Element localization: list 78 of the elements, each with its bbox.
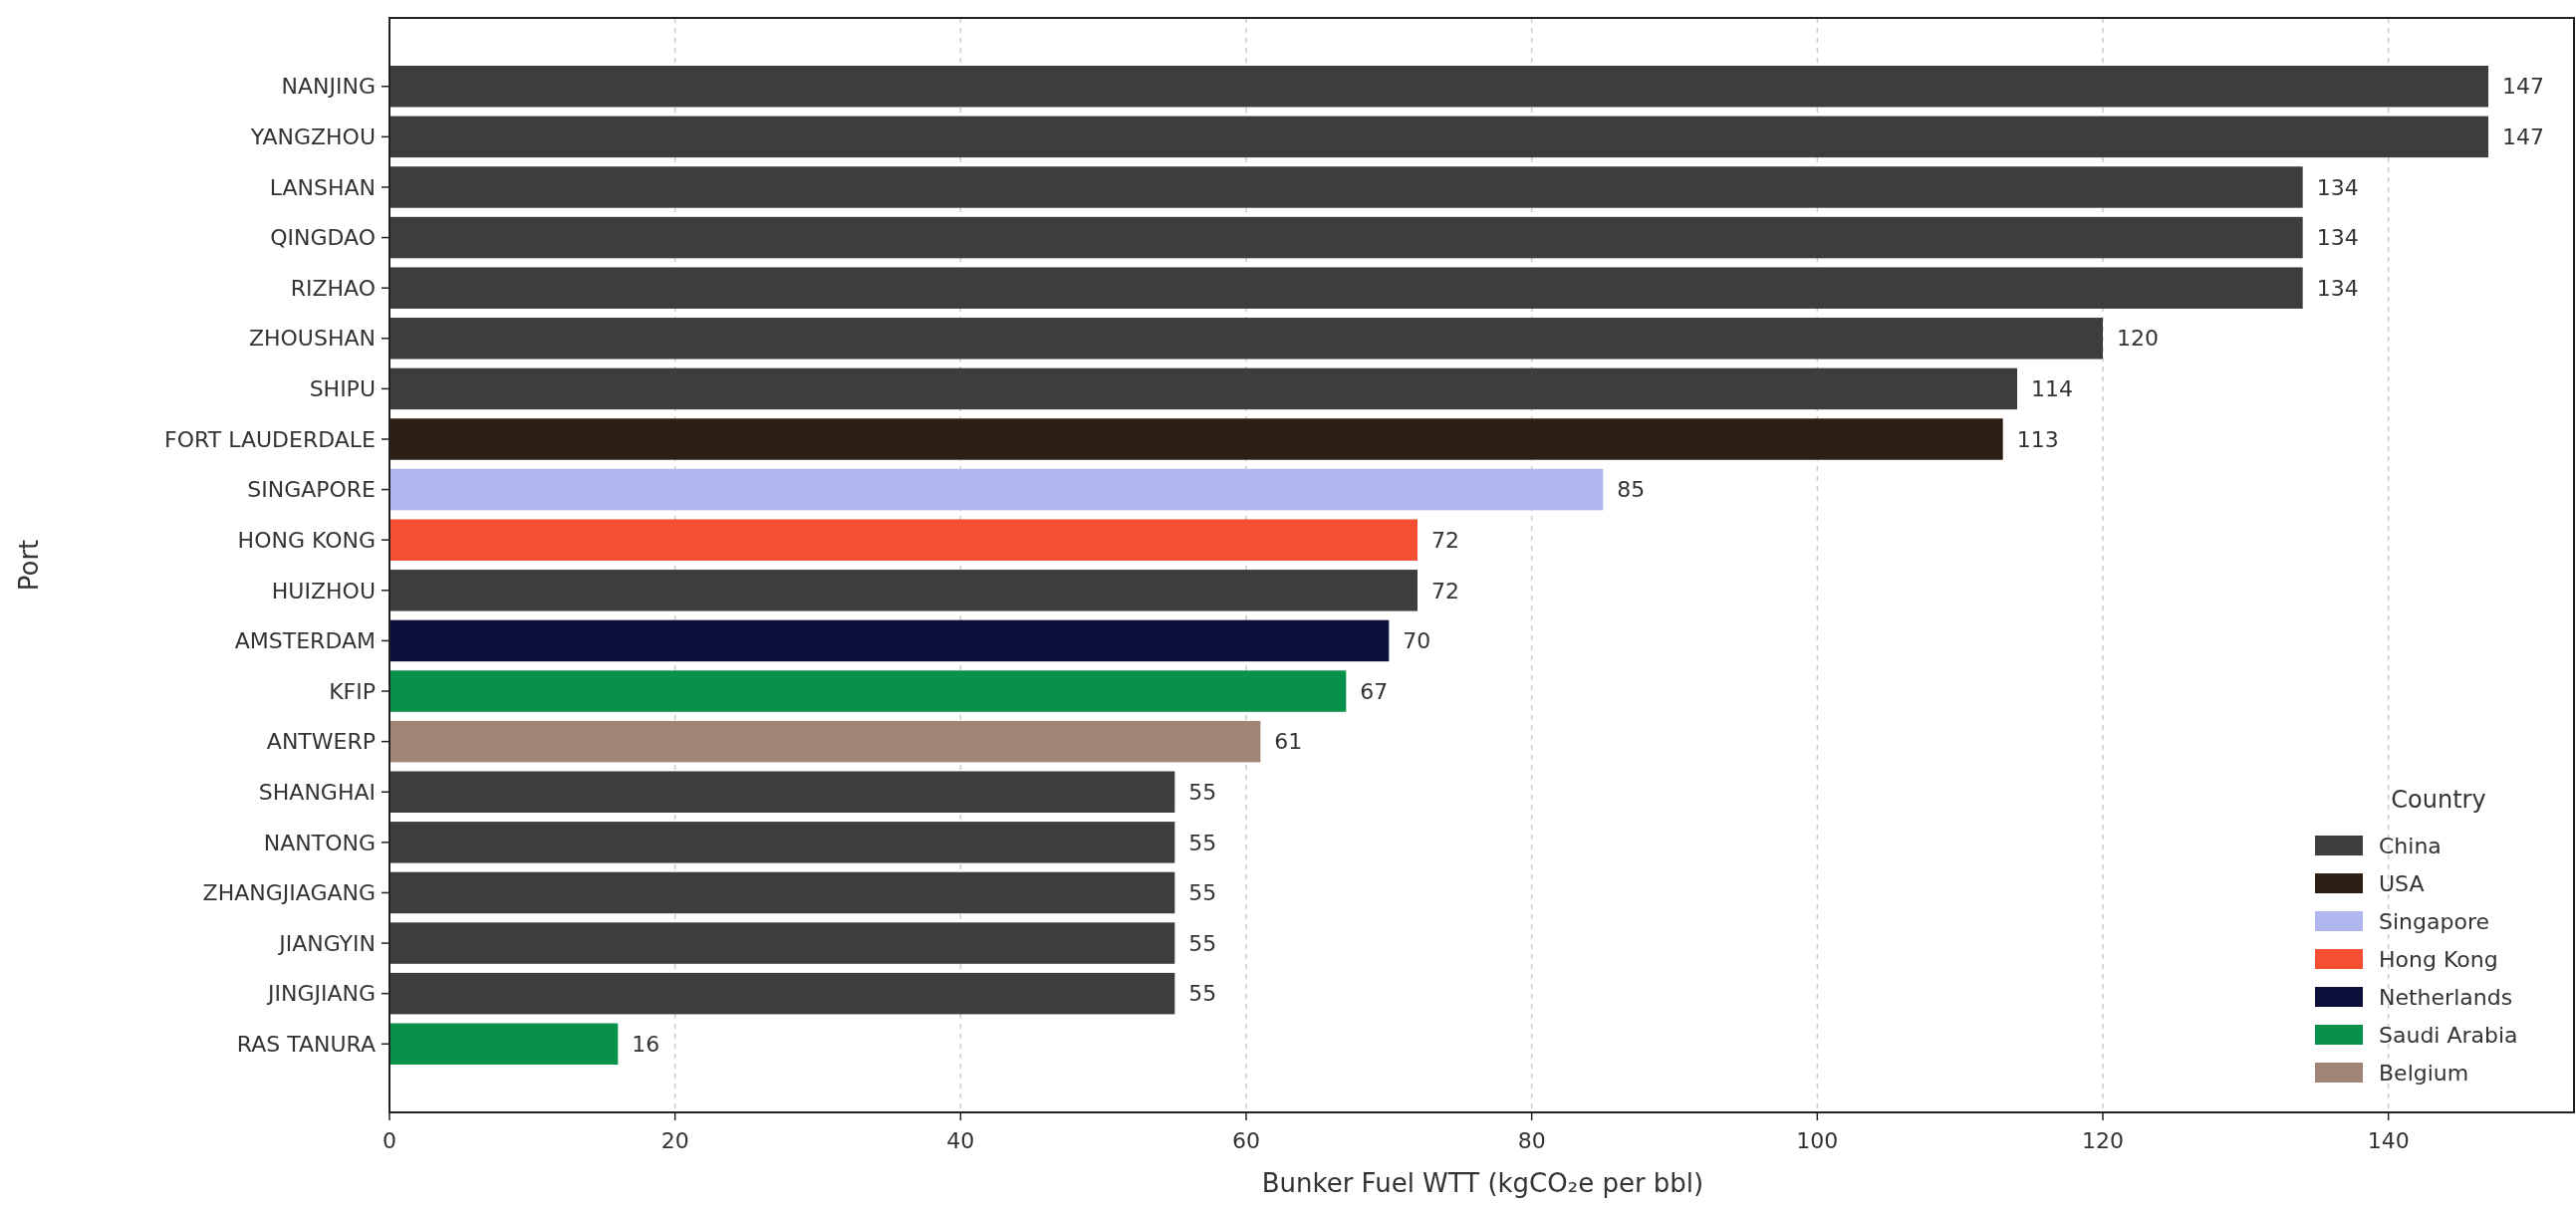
- legend-label: Belgium: [2379, 1060, 2469, 1086]
- data-label: 120: [2117, 326, 2159, 352]
- legend-label: China: [2379, 833, 2442, 858]
- data-label: 55: [1188, 830, 1217, 855]
- y-tick-label: AMSTERDAM: [234, 628, 376, 654]
- bar: [389, 116, 2488, 158]
- bar: [389, 570, 1417, 611]
- y-tick-label: JIANGYIN: [277, 930, 376, 956]
- bar: [389, 871, 1175, 914]
- data-label: 67: [1360, 678, 1389, 704]
- x-tick-label: 0: [383, 1128, 396, 1153]
- x-tick-label: 60: [1232, 1128, 1260, 1153]
- y-tick-label: ZHANGJIAGANG: [202, 880, 376, 906]
- y-tick-label: SHANGHAI: [258, 779, 376, 805]
- bar: [389, 66, 2488, 108]
- data-label: 72: [1431, 578, 1459, 604]
- bar: [389, 318, 2103, 360]
- x-tick-label: 40: [946, 1128, 975, 1153]
- data-label: 147: [2502, 124, 2544, 150]
- y-tick-label: JINGJIANG: [265, 981, 376, 1007]
- bar: [389, 418, 2003, 460]
- y-tick-label: YANGZHOU: [249, 124, 376, 150]
- y-tick-label: FORT LAUDERDALE: [164, 426, 376, 452]
- y-tick-label: SINGAPORE: [247, 477, 376, 503]
- data-label: 114: [2031, 376, 2073, 402]
- legend-label: Netherlands: [2379, 984, 2513, 1010]
- bar: [389, 619, 1390, 662]
- y-tick-label: NANTONG: [263, 830, 376, 855]
- data-label: 113: [2016, 426, 2059, 452]
- x-tick-label: 100: [1796, 1128, 1839, 1153]
- bar: [389, 216, 2303, 259]
- data-label: 61: [1274, 729, 1303, 755]
- x-axis-title: Bunker Fuel WTT (kgCO₂e per bbl): [1261, 1168, 1704, 1198]
- y-axis-title: Port: [14, 539, 44, 592]
- legend-label: USA: [2379, 870, 2425, 896]
- data-label: 55: [1188, 981, 1217, 1007]
- bar: [389, 519, 1417, 561]
- bar: [389, 267, 2303, 309]
- bar: [389, 367, 2017, 410]
- y-tick-label: ANTWERP: [266, 729, 376, 755]
- legend-label: Hong Kong: [2379, 946, 2498, 972]
- y-tick-label: HUIZHOU: [271, 578, 376, 604]
- bar: [389, 166, 2303, 208]
- data-label: 55: [1188, 930, 1217, 956]
- bar: [389, 822, 1175, 863]
- data-label: 16: [632, 1031, 660, 1057]
- y-tick-label: NANJING: [281, 74, 376, 100]
- data-label: 55: [1188, 779, 1217, 805]
- bar: [389, 922, 1175, 964]
- bar: [389, 720, 1261, 763]
- bar: [389, 1023, 619, 1065]
- y-tick-label: KFIP: [329, 678, 376, 704]
- data-label: 85: [1617, 477, 1646, 503]
- y-tick-label: HONG KONG: [237, 527, 376, 553]
- legend-label: Singapore: [2379, 908, 2489, 934]
- data-label: 134: [2316, 275, 2359, 301]
- y-tick-label: QINGDAO: [270, 225, 376, 251]
- x-tick-label: 120: [2082, 1128, 2124, 1153]
- data-label: 72: [1431, 527, 1459, 553]
- data-label: 55: [1188, 880, 1217, 906]
- data-label: 147: [2502, 74, 2544, 100]
- bar: [389, 972, 1175, 1015]
- bar: [389, 771, 1175, 813]
- data-label: 134: [2316, 225, 2359, 251]
- y-tick-label: ZHOUSHAN: [248, 326, 376, 352]
- x-tick-label: 80: [1517, 1128, 1546, 1153]
- data-label: 70: [1403, 628, 1431, 654]
- x-tick-label: 140: [2367, 1128, 2410, 1153]
- y-tick-label: RAS TANURA: [236, 1031, 376, 1057]
- data-label: 134: [2316, 174, 2359, 200]
- y-tick-label: SHIPU: [309, 376, 376, 402]
- legend-title: Country: [2391, 786, 2486, 814]
- bar: [389, 670, 1347, 712]
- y-tick-label: RIZHAO: [290, 275, 376, 301]
- legend-label: Saudi Arabia: [2379, 1022, 2518, 1048]
- y-tick-label: LANSHAN: [269, 174, 376, 200]
- bar: [389, 468, 1604, 511]
- x-tick-label: 20: [660, 1128, 689, 1153]
